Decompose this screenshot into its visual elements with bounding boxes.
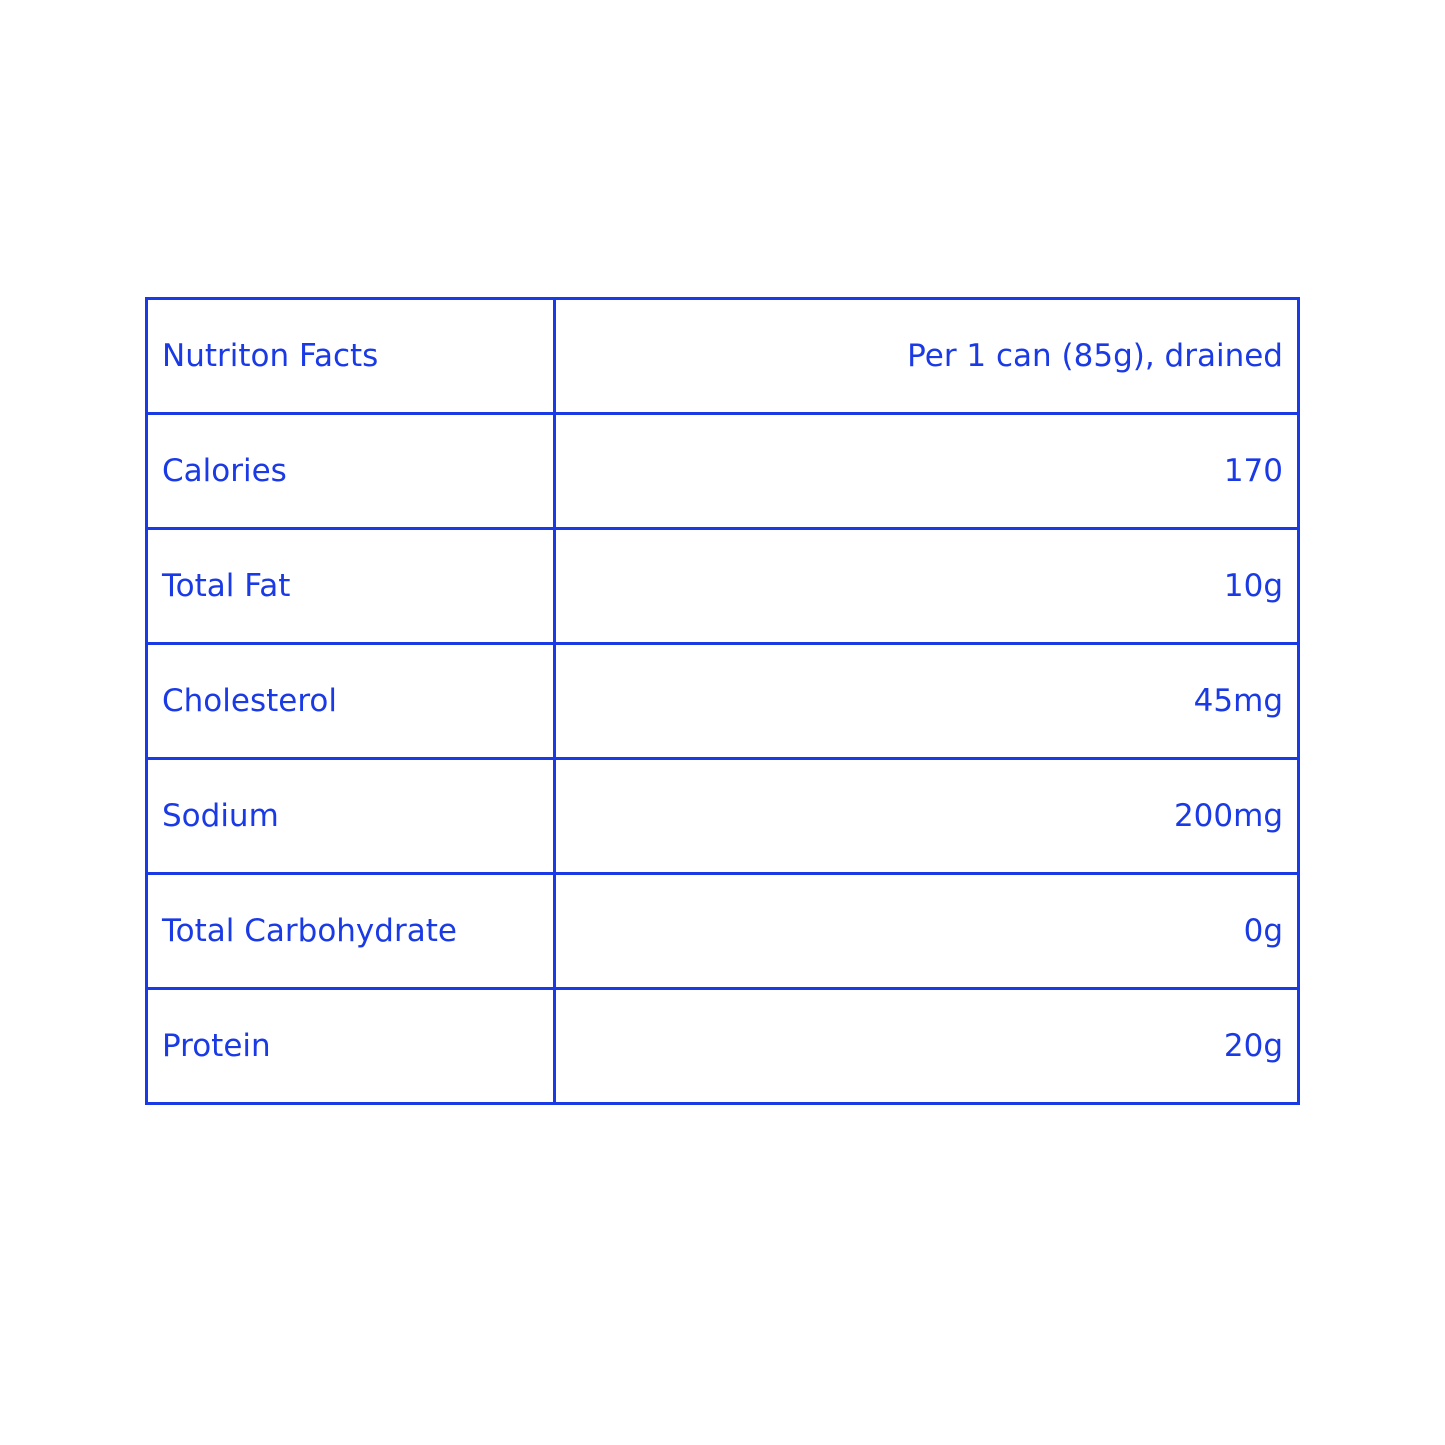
nutrient-value: 45mg — [553, 642, 1300, 760]
nutrient-label: Total Fat — [145, 527, 556, 645]
table-row: Cholesterol 45mg — [145, 642, 1300, 760]
nutrient-value: 200mg — [553, 757, 1300, 875]
nutrient-value: 0g — [553, 872, 1300, 990]
table-row: Nutriton Facts Per 1 can (85g), drained — [145, 297, 1300, 415]
nutrient-value: 20g — [553, 987, 1300, 1105]
nutrient-value: Per 1 can (85g), drained — [553, 297, 1300, 415]
table-row: Total Fat 10g — [145, 527, 1300, 645]
table-row: Total Carbohydrate 0g — [145, 872, 1300, 990]
nutrient-value: 170 — [553, 412, 1300, 530]
nutrient-label: Protein — [145, 987, 556, 1105]
nutrient-label: Calories — [145, 412, 556, 530]
table-row: Calories 170 — [145, 412, 1300, 530]
nutrient-label: Nutriton Facts — [145, 297, 556, 415]
nutrient-label: Sodium — [145, 757, 556, 875]
nutrient-value: 10g — [553, 527, 1300, 645]
nutrient-label: Cholesterol — [145, 642, 556, 760]
nutrient-label: Total Carbohydrate — [145, 872, 556, 990]
table-row: Sodium 200mg — [145, 757, 1300, 875]
table-row: Protein 20g — [145, 987, 1300, 1105]
nutrition-table: Nutriton Facts Per 1 can (85g), drained Ca… — [145, 297, 1300, 1105]
table-body: Nutriton Facts Per 1 can (85g), drained Ca… — [145, 297, 1300, 1105]
